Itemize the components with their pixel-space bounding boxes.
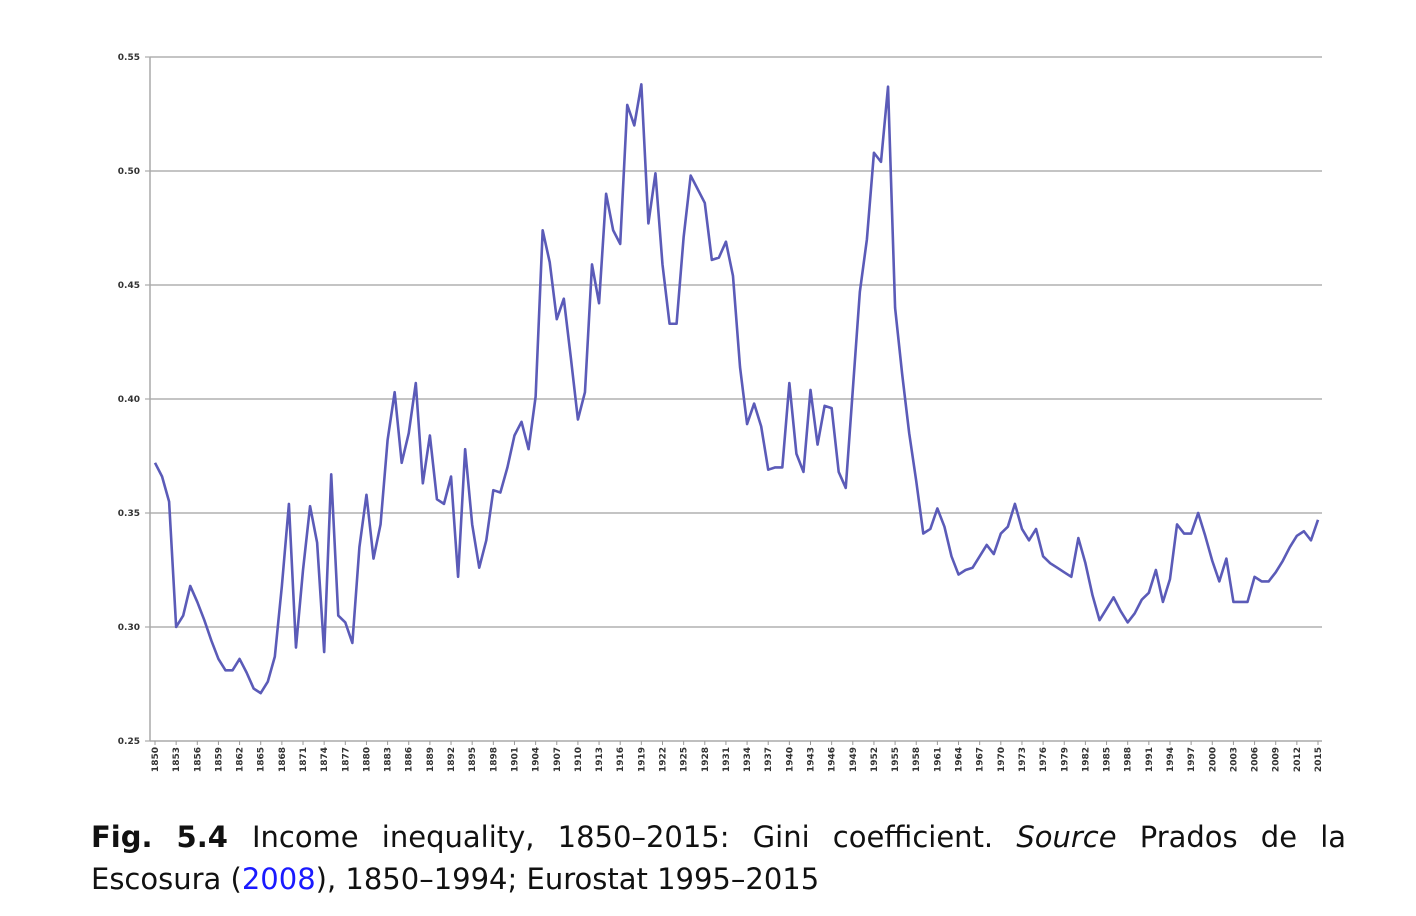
x-tick-label: 1967 <box>976 747 986 772</box>
x-tick-label: 1961 <box>933 747 943 772</box>
y-tick-label: 0.35 <box>118 509 140 519</box>
x-tick-label: 1955 <box>891 747 901 772</box>
x-tick-label: 1988 <box>1124 747 1134 772</box>
figure-label: Fig. 5.4 <box>91 820 228 854</box>
x-tick-label: 1949 <box>849 747 859 772</box>
x-tick-label: 1913 <box>595 747 605 772</box>
x-tick-label: 1997 <box>1187 747 1197 772</box>
x-tick-label: 1907 <box>553 747 563 772</box>
x-tick-label: 1892 <box>447 747 457 772</box>
data-line <box>153 83 1320 695</box>
x-tick-label: 2015 <box>1314 747 1324 772</box>
x-tick-label: 1853 <box>172 747 182 772</box>
x-tick-label: 1889 <box>426 747 436 772</box>
x-tick-label: 1964 <box>955 747 965 772</box>
x-tick-label: 1958 <box>912 747 922 772</box>
x-tick-label: 1856 <box>193 747 203 772</box>
x-tick-label: 1862 <box>236 747 246 772</box>
x-tick-label: 1919 <box>637 747 647 772</box>
source-text: Prados de la Escosura ( <box>91 820 1347 896</box>
x-tick-label: 1868 <box>278 747 288 772</box>
x-tick-label: 2012 <box>1293 747 1303 772</box>
x-tick-label: 1943 <box>807 747 817 772</box>
x-tick-label: 1934 <box>743 747 753 772</box>
x-tick-label: 1925 <box>680 747 690 772</box>
x-tick-label: 1898 <box>489 747 499 772</box>
x-tick-label: 1886 <box>405 747 415 772</box>
y-tick-label: 0.55 <box>118 53 140 63</box>
y-tick-label: 0.40 <box>118 395 140 405</box>
x-tick-label: 1985 <box>1103 747 1113 772</box>
x-tick-label: 1940 <box>785 747 795 772</box>
x-tick-label: 1970 <box>997 747 1007 772</box>
x-tick-label: 1877 <box>341 747 351 772</box>
x-tick-label: 1976 <box>1039 747 1049 772</box>
x-tick-label: 1874 <box>320 747 330 772</box>
x-tick-label: 1871 <box>299 747 309 772</box>
x-tick-label: 1901 <box>510 747 520 772</box>
x-tick-label: 1991 <box>1145 747 1155 772</box>
y-tick-label: 0.30 <box>118 623 140 633</box>
caption: Fig. 5.4 Income inequality, 1850–2015: Gi… <box>91 816 1346 900</box>
x-tick-label: 1994 <box>1166 747 1176 772</box>
x-tick-label: 1928 <box>701 747 711 772</box>
x-tick-label: 1904 <box>532 747 542 772</box>
x-tick-label: 1850 <box>151 747 161 772</box>
y-tick-label: 0.50 <box>118 167 140 177</box>
x-tick-label: 2000 <box>1208 747 1218 772</box>
x-tick-label: 2003 <box>1229 747 1239 772</box>
x-tick-label: 1952 <box>870 747 880 772</box>
x-tick-label: 1937 <box>764 747 774 772</box>
x-tick-label: 1982 <box>1081 747 1091 772</box>
x-tick-label: 2009 <box>1272 747 1282 772</box>
y-tick-label: 0.25 <box>118 737 140 747</box>
x-tick-label: 2006 <box>1251 747 1261 772</box>
source-label: Source <box>1016 820 1117 854</box>
caption-text: Income inequality, 1850–2015: Gini coeff… <box>251 820 994 854</box>
chart: 0.25 0.30 0.35 0.40 0.45 0.50 0.55 1850 1853 1856… <box>118 53 1324 772</box>
x-tick-label: 1946 <box>828 747 838 772</box>
y-tick-label: 0.45 <box>118 281 140 291</box>
x-tick-label: 1883 <box>384 747 394 772</box>
x-tick-label: 1859 <box>214 747 224 772</box>
x-tick-label: 1910 <box>574 747 584 772</box>
x-tick-label: 1979 <box>1060 747 1070 772</box>
x-tick-label: 1922 <box>658 747 668 772</box>
x-tick-label: 1931 <box>722 747 732 772</box>
citation-link[interactable]: 2008 <box>241 862 316 896</box>
x-tick-label: 1865 <box>257 747 267 772</box>
x-tick-label: 1973 <box>1018 747 1028 772</box>
x-tick-label: 1916 <box>616 747 626 772</box>
x-tick-label: 1880 <box>362 747 372 772</box>
source-text: ), 1850–1994; Eurostat 1995–2015 <box>315 862 820 896</box>
x-tick-label: 1895 <box>468 747 478 772</box>
